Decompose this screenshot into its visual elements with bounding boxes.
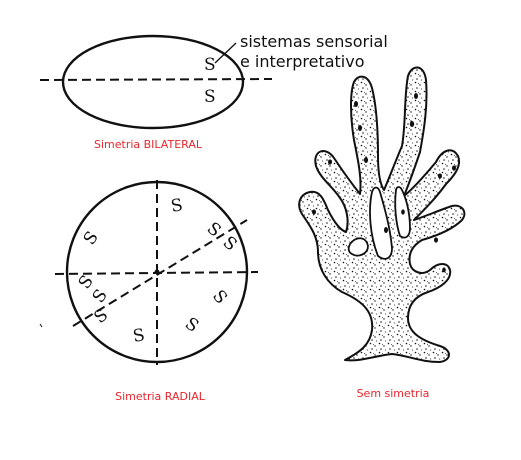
radial-s-7: S: [208, 286, 231, 308]
radial-axis-diagonal: [72, 219, 248, 327]
radial-s-8: S: [90, 305, 112, 328]
radial-s-1: S: [169, 195, 184, 217]
annotation-line-1: sistemas sensorial: [240, 32, 388, 51]
radial-s-2: S: [203, 219, 225, 242]
bilateral-s-lower: S: [204, 87, 216, 107]
radial-center: [154, 269, 160, 275]
bilateral-s-upper: S: [204, 55, 216, 75]
radial-s-6: S: [89, 286, 112, 307]
bilateral-axis: [39, 78, 273, 81]
sponge-branch-3: [347, 237, 369, 257]
bilateral-ellipse: [61, 34, 245, 130]
sponge-illustration: [298, 66, 466, 363]
radial-s-10: S: [131, 325, 146, 347]
caption-bilateral: Simetria BILATERAL: [94, 138, 203, 151]
annotation-line-2: e interpretativo: [240, 52, 365, 71]
radial-figure: S S S S S S S S S S: [54, 180, 259, 365]
annotation-pointer: [214, 42, 237, 64]
caption-none: Sem simetria: [357, 387, 430, 400]
radial-s-4: S: [80, 228, 103, 249]
bilateral-figure: S S: [39, 34, 273, 130]
radial-s-9: S: [181, 314, 202, 337]
sponge-oscula: [312, 93, 456, 273]
sponge-branch-1: [369, 186, 393, 260]
stray-mark: [39, 323, 43, 328]
caption-radial: Simetria RADIAL: [115, 390, 206, 403]
